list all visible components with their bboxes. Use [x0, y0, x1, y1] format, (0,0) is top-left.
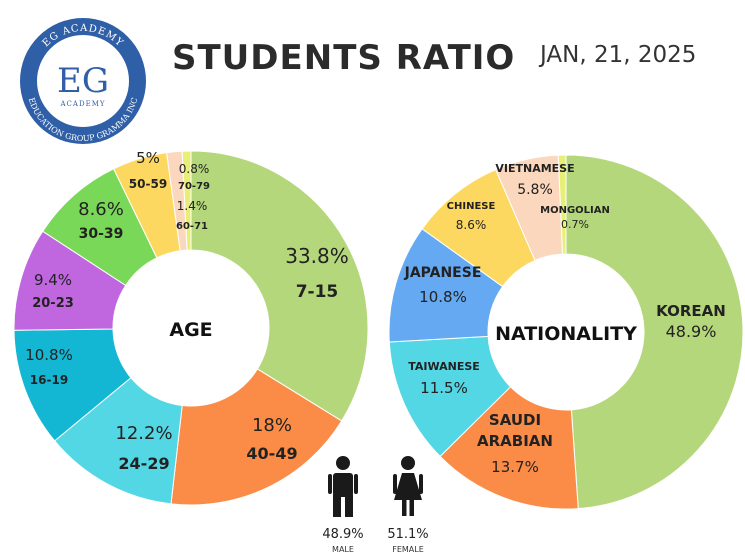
- nationality-name-label-saudi: SAUDI: [489, 411, 541, 429]
- age-slice-labels: 33.8% 7-15 18% 40-49 12.2% 24-29 10.8% 16-19 9.4…: [25, 149, 349, 473]
- logo-ring-inner: [37, 35, 129, 127]
- age-pct-label-30-39: 8.6%: [78, 199, 124, 220]
- nationality-name-label-korean: KOREAN: [656, 302, 726, 320]
- age-range-label-30-39: 30-39: [79, 226, 124, 242]
- age-pct-label-7-15: 33.8%: [285, 244, 349, 268]
- female-pct-label: 51.1%: [387, 527, 428, 542]
- age-range-label-24-29: 24-29: [118, 454, 169, 473]
- nationality-name-label-mongolian: MONGOLIAN: [540, 205, 610, 216]
- age-pct-label-70-79: 0.8%: [179, 162, 210, 176]
- nationality-name-label-chinese: CHINESE: [447, 201, 496, 212]
- nationality-pct-label-taiwanese: 11.5%: [420, 379, 468, 397]
- nationality-donut-chart: NATIONALITY: [388, 154, 744, 510]
- nationality-pct-label-japanese: 10.8%: [419, 288, 467, 306]
- female-label: FEMALE: [392, 545, 424, 554]
- female-person-icon: [393, 456, 423, 516]
- age-range-label-70-79: 70-79: [178, 181, 210, 192]
- nationality-pct-label-vietnamese: 5.8%: [517, 182, 553, 198]
- age-pct-label-16-19: 10.8%: [25, 346, 73, 364]
- male-label: MALE: [332, 545, 354, 554]
- nationality-name-label-vietnamese: VIETNAMESE: [495, 162, 574, 175]
- nationality-slice-mongolian: [557, 154, 567, 255]
- age-pct-label-20-23: 9.4%: [34, 271, 72, 289]
- age-range-label-50-59: 50-59: [129, 177, 167, 191]
- nationality-name-label-japanese: JAPANESE: [404, 265, 482, 281]
- page-title: STUDENTS RATIO: [172, 38, 516, 78]
- nationality-name-label-taiwanese: TAIWANESE: [408, 360, 480, 373]
- logo-monogram: EG: [57, 61, 109, 101]
- age-range-label-60-71: 60-71: [176, 221, 208, 232]
- age-pct-label-24-29: 12.2%: [115, 423, 172, 444]
- nationality-center-label: NATIONALITY: [495, 323, 637, 345]
- age-range-label-20-23: 20-23: [32, 296, 74, 311]
- age-pct-label-50-59: 5%: [136, 149, 160, 167]
- age-pct-label-40-49: 18%: [252, 415, 292, 436]
- age-range-label-40-49: 40-49: [246, 444, 297, 463]
- logo-sub-text: ACADEMY: [60, 100, 106, 108]
- age-range-label-7-15: 7-15: [296, 282, 339, 302]
- gender-ratio: 48.9% MALE 51.1% FEMALE: [322, 456, 429, 554]
- age-pct-label-60-71: 1.4%: [177, 199, 208, 213]
- age-range-label-16-19: 16-19: [30, 373, 68, 387]
- nationality-pct-label-mongolian: 0.7%: [561, 218, 589, 231]
- age-slice-7-15: [190, 150, 369, 422]
- male-person-icon: [328, 456, 358, 517]
- nationality-slice-labels: KOREAN 48.9% SAUDI ARABIAN 13.7% TAIWANESE 11.…: [404, 162, 726, 476]
- nationality-pct-label-korean: 48.9%: [666, 322, 717, 341]
- report-date: JAN, 21, 2025: [540, 42, 697, 68]
- eg-academy-logo: EG ACADEMY EDUCATION GROUP GRAMMA INC EG…: [20, 18, 146, 144]
- nationality-pct-label-saudi-arabian: 13.7%: [491, 458, 539, 476]
- nationality-pct-label-chinese: 8.6%: [456, 218, 487, 232]
- nationality-name-label-arabian: ARABIAN: [477, 432, 553, 450]
- male-pct-label: 48.9%: [322, 527, 363, 542]
- age-slice-70-79: [181, 150, 192, 251]
- age-slice-40-49: [170, 368, 343, 506]
- nationality-slice-korean: [565, 154, 744, 510]
- age-center-label: AGE: [169, 319, 212, 341]
- age-donut-chart: AGE: [13, 150, 369, 506]
